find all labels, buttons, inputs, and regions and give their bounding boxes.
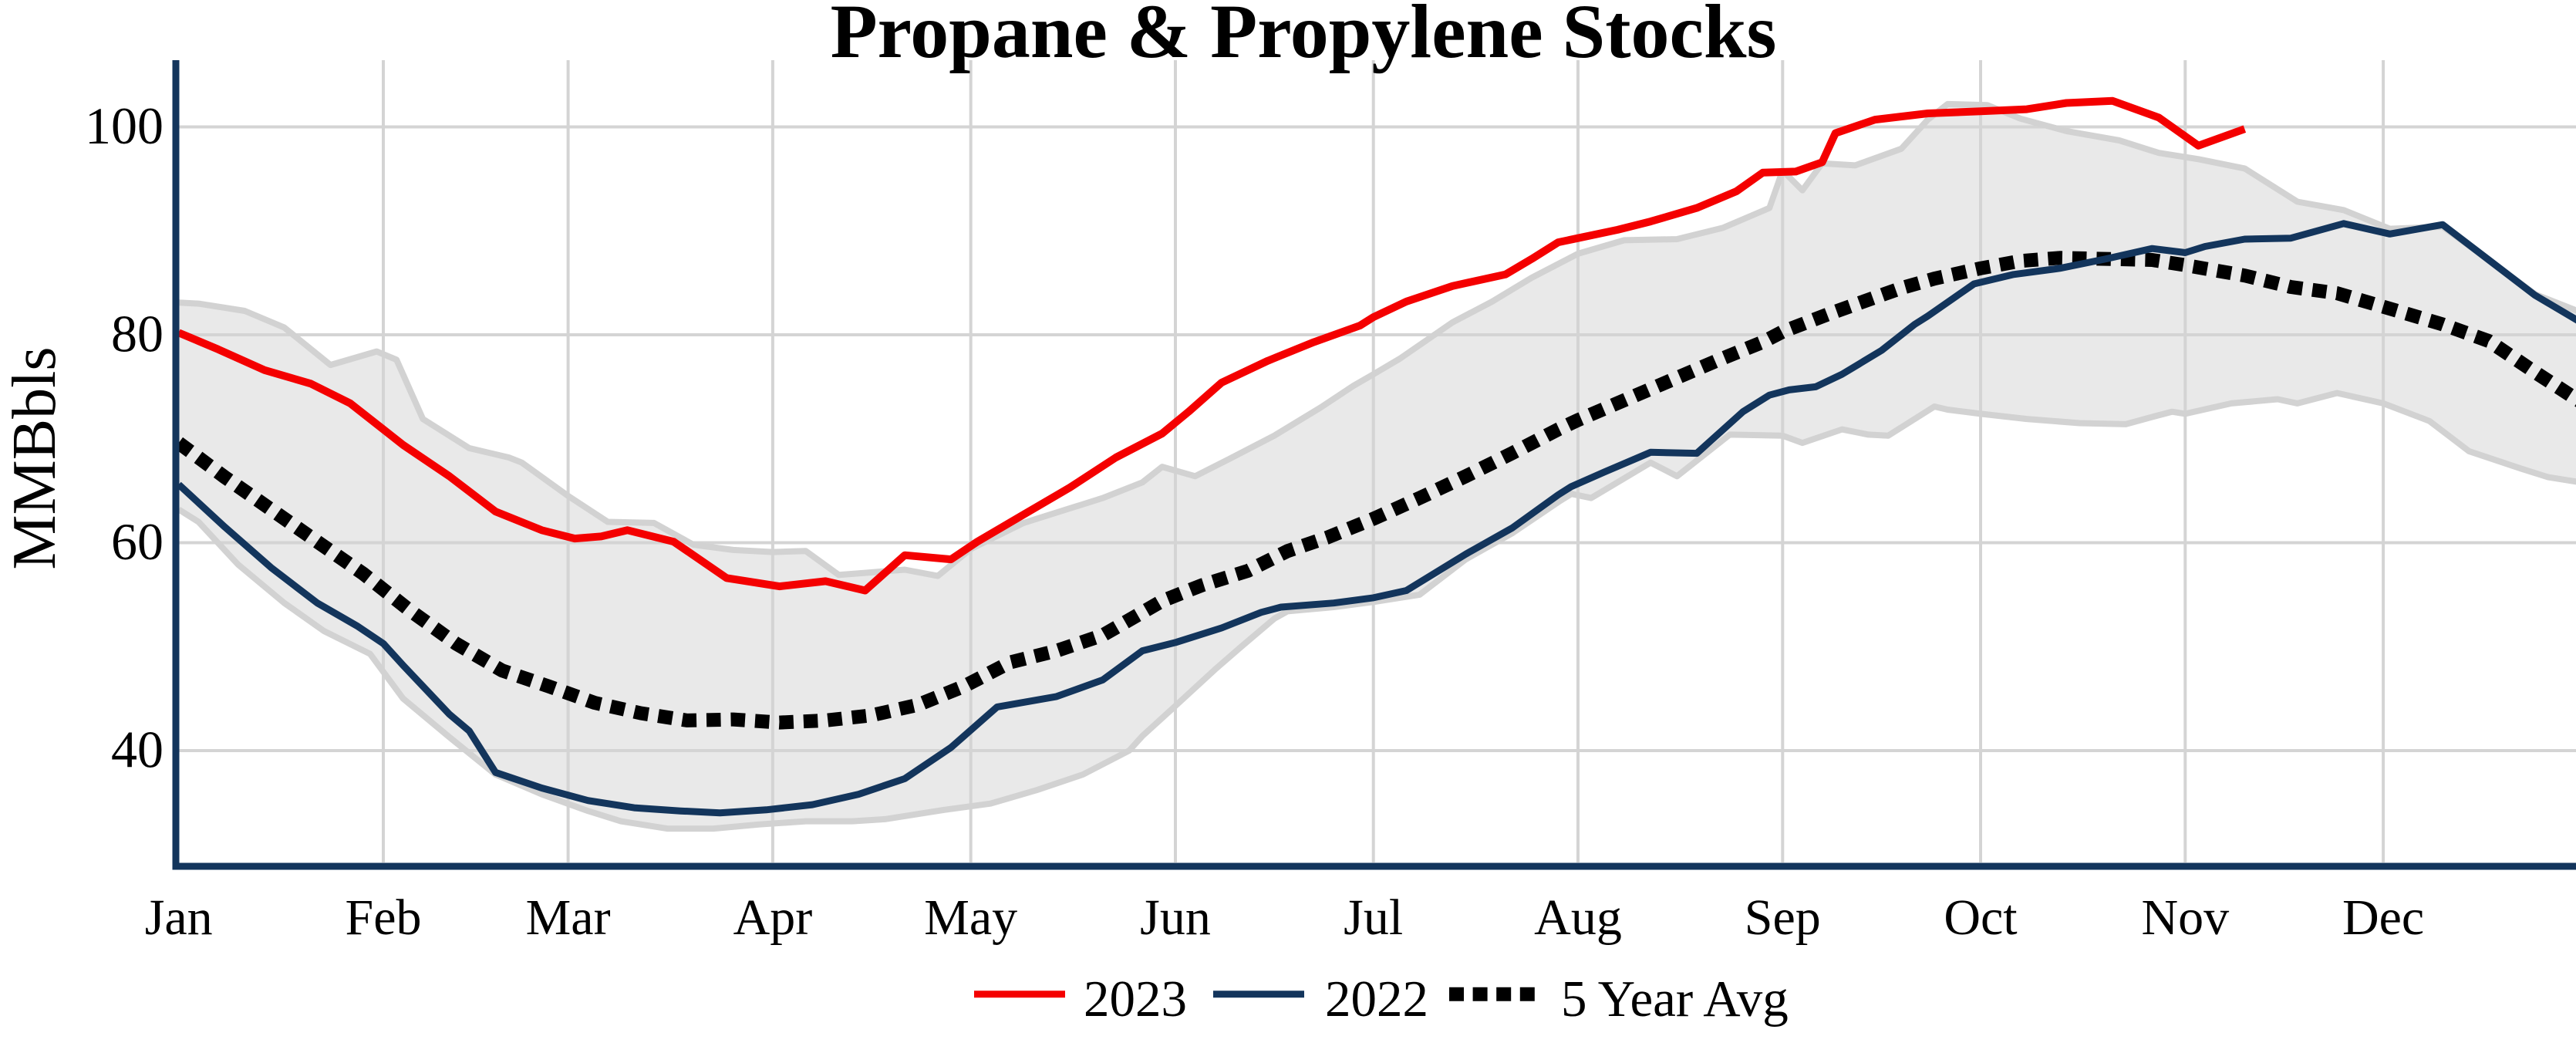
svg-text:60: 60 xyxy=(111,512,164,571)
svg-text:80: 80 xyxy=(111,305,164,363)
svg-text:2022: 2022 xyxy=(1325,970,1428,1028)
svg-text:MMBbls: MMBbls xyxy=(1,347,69,570)
svg-text:Jun: Jun xyxy=(1140,889,1211,946)
svg-text:Aug: Aug xyxy=(1534,889,1622,946)
svg-text:40: 40 xyxy=(111,721,164,779)
svg-text:Sep: Sep xyxy=(1745,889,1821,946)
svg-text:2023: 2023 xyxy=(1084,970,1187,1028)
svg-text:Feb: Feb xyxy=(346,889,422,946)
svg-text:Nov: Nov xyxy=(2141,889,2229,946)
svg-text:Jan: Jan xyxy=(145,889,213,946)
svg-text:Jul: Jul xyxy=(1344,889,1403,946)
svg-text:May: May xyxy=(924,889,1017,946)
svg-text:Propane & Propylene Stocks: Propane & Propylene Stocks xyxy=(831,0,1777,74)
svg-text:5 Year Avg: 5 Year Avg xyxy=(1561,970,1789,1028)
svg-text:Apr: Apr xyxy=(733,889,813,946)
svg-text:100: 100 xyxy=(85,96,164,155)
svg-text:Oct: Oct xyxy=(1944,889,2017,946)
svg-text:Dec: Dec xyxy=(2342,889,2424,946)
svg-text:Mar: Mar xyxy=(526,889,611,946)
